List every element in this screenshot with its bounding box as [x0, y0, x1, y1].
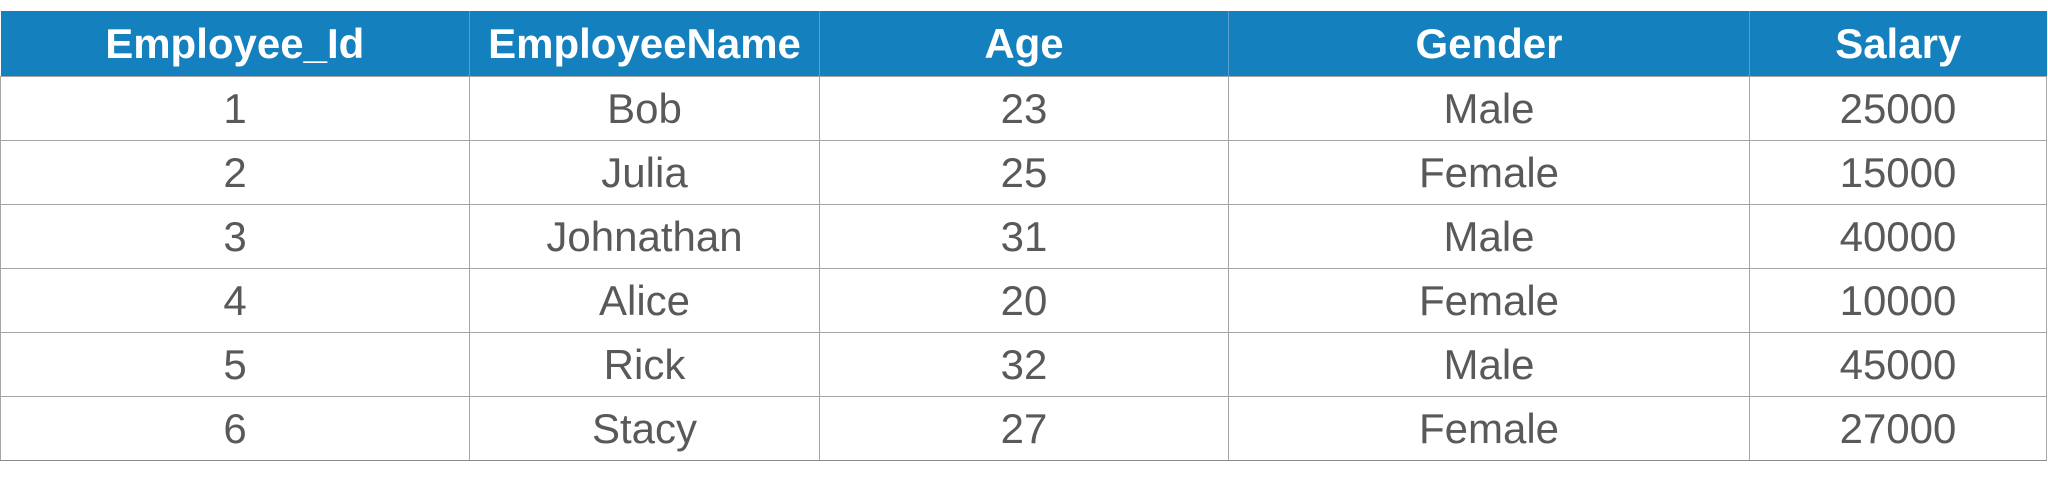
- header-salary: Salary: [1749, 11, 2047, 77]
- cell-employee-id: 6: [0, 396, 470, 461]
- cell-age: 20: [819, 268, 1229, 333]
- cell-gender: Female: [1228, 396, 1750, 461]
- employee-table-container: Employee_Id EmployeeName Age Gender Sala…: [0, 11, 2047, 461]
- table-row: 3 Johnathan 31 Male 40000: [0, 204, 2047, 269]
- cell-age: 31: [819, 204, 1229, 269]
- header-gender: Gender: [1228, 11, 1750, 77]
- cell-age: 23: [819, 76, 1229, 141]
- table-row: 6 Stacy 27 Female 27000: [0, 396, 2047, 461]
- cell-salary: 25000: [1749, 76, 2047, 141]
- cell-gender: Female: [1228, 140, 1750, 205]
- cell-age: 25: [819, 140, 1229, 205]
- header-employee-id: Employee_Id: [0, 11, 470, 77]
- cell-employee-id: 3: [0, 204, 470, 269]
- table-row: 4 Alice 20 Female 10000: [0, 268, 2047, 333]
- cell-age: 27: [819, 396, 1229, 461]
- cell-employee-id: 2: [0, 140, 470, 205]
- table-row: 5 Rick 32 Male 45000: [0, 332, 2047, 397]
- cell-salary: 27000: [1749, 396, 2047, 461]
- cell-gender: Male: [1228, 76, 1750, 141]
- cell-employee-name: Alice: [469, 268, 820, 333]
- table-row: 1 Bob 23 Male 25000: [0, 76, 2047, 141]
- cell-employee-name: Rick: [469, 332, 820, 397]
- table-header-row: Employee_Id EmployeeName Age Gender Sala…: [0, 11, 2047, 77]
- cell-employee-id: 5: [0, 332, 470, 397]
- cell-salary: 15000: [1749, 140, 2047, 205]
- cell-employee-name: Bob: [469, 76, 820, 141]
- cell-gender: Male: [1228, 204, 1750, 269]
- cell-salary: 10000: [1749, 268, 2047, 333]
- table-row: 2 Julia 25 Female 15000: [0, 140, 2047, 205]
- cell-employee-id: 4: [0, 268, 470, 333]
- cell-employee-name: Johnathan: [469, 204, 820, 269]
- cell-salary: 40000: [1749, 204, 2047, 269]
- employee-table: Employee_Id EmployeeName Age Gender Sala…: [0, 11, 2047, 461]
- cell-gender: Male: [1228, 332, 1750, 397]
- header-employee-name: EmployeeName: [469, 11, 820, 77]
- cell-salary: 45000: [1749, 332, 2047, 397]
- header-age: Age: [819, 11, 1229, 77]
- cell-employee-name: Stacy: [469, 396, 820, 461]
- cell-employee-id: 1: [0, 76, 470, 141]
- cell-employee-name: Julia: [469, 140, 820, 205]
- cell-age: 32: [819, 332, 1229, 397]
- cell-gender: Female: [1228, 268, 1750, 333]
